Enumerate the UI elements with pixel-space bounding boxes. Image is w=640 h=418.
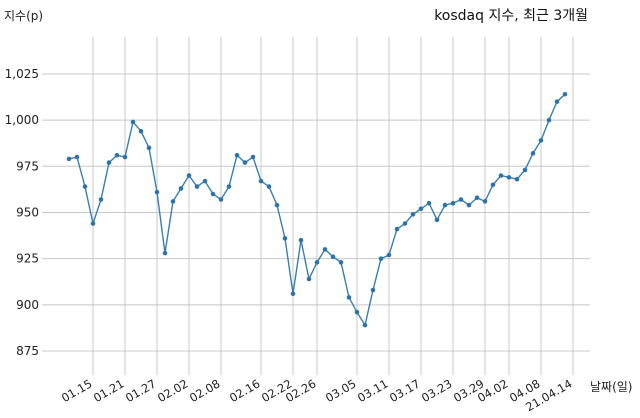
data-point <box>562 91 568 97</box>
data-point <box>538 138 544 143</box>
data-point <box>402 221 408 226</box>
x-tick-label: 02.16 <box>227 376 263 405</box>
data-point <box>242 160 248 165</box>
data-point <box>250 154 256 160</box>
data-point <box>194 184 200 189</box>
y-tick-label: 950 <box>16 205 39 219</box>
data-point <box>546 117 552 123</box>
data-point <box>506 175 512 180</box>
data-point <box>386 252 392 258</box>
data-point <box>458 197 464 202</box>
data-point <box>466 202 472 208</box>
data-point <box>226 184 232 189</box>
data-point <box>434 217 440 223</box>
data-point <box>346 295 352 300</box>
x-tick-label: 03.17 <box>387 376 423 405</box>
data-point <box>450 200 456 206</box>
data-point <box>338 260 344 265</box>
y-tick-label: 1,000 <box>5 113 39 127</box>
data-point <box>202 178 208 184</box>
x-tick-label: 02.08 <box>187 376 223 405</box>
y-tick-label: 900 <box>16 298 39 312</box>
data-point <box>554 99 560 104</box>
chart-title: kosdaq 지수, 최근 3개월 <box>434 8 588 24</box>
y-axis-ticks: 875 900 925 950 975 1,000 1,025 <box>5 67 39 358</box>
data-point <box>282 236 288 241</box>
data-point <box>266 184 272 189</box>
x-tick-label: 01.27 <box>123 376 159 405</box>
data-point <box>474 195 480 200</box>
data-point <box>418 206 424 212</box>
data-point <box>274 202 280 208</box>
data-point <box>314 260 320 265</box>
y-axis-label: 지수(p) <box>4 9 43 23</box>
data-point <box>146 145 152 151</box>
data-point <box>298 237 304 243</box>
data-point <box>514 176 520 182</box>
y-tick-label: 975 <box>16 159 39 173</box>
data-point <box>98 197 104 202</box>
data-point <box>138 128 144 134</box>
data-point <box>322 247 328 252</box>
data-point <box>74 154 80 160</box>
y-tick-label: 1,025 <box>5 67 39 81</box>
data-point <box>114 152 120 158</box>
x-tick-label: 01.15 <box>59 376 95 405</box>
x-tick-label: 03.11 <box>355 376 391 405</box>
x-tick-label: 02.02 <box>155 376 191 405</box>
data-point <box>362 322 368 328</box>
data-point <box>154 189 160 195</box>
data-point <box>122 154 128 160</box>
data-point <box>210 191 216 197</box>
data-point <box>82 184 88 189</box>
data-point <box>498 173 504 178</box>
data-point <box>354 309 360 315</box>
data-point <box>394 226 400 232</box>
data-point <box>442 202 448 208</box>
x-axis-label: 날짜(일) <box>590 380 632 394</box>
grid <box>42 37 590 375</box>
data-point <box>170 199 176 204</box>
y-tick-label: 925 <box>16 252 39 266</box>
data-point <box>66 156 72 162</box>
data-point <box>410 212 416 217</box>
data-point <box>234 152 240 158</box>
data-point <box>426 200 432 206</box>
data-point <box>290 291 296 297</box>
x-tick-label: 03.23 <box>419 376 455 405</box>
data-point <box>258 178 264 184</box>
data-point <box>186 173 192 178</box>
data-point <box>178 186 184 191</box>
data-point <box>490 182 496 188</box>
data-point <box>90 221 96 226</box>
data-point <box>530 151 536 156</box>
data-point <box>522 167 528 173</box>
x-tick-label: 01.21 <box>91 376 127 405</box>
data-point <box>218 197 224 202</box>
data-point <box>378 256 384 261</box>
data-point <box>106 160 112 165</box>
data-point <box>306 276 312 282</box>
x-tick-label: 03.05 <box>323 376 359 405</box>
data-points <box>66 91 568 328</box>
data-point <box>162 250 168 256</box>
data-point <box>482 199 488 204</box>
y-tick-label: 875 <box>16 344 39 358</box>
data-point <box>370 287 376 293</box>
data-point <box>330 254 336 260</box>
data-point <box>130 119 136 125</box>
